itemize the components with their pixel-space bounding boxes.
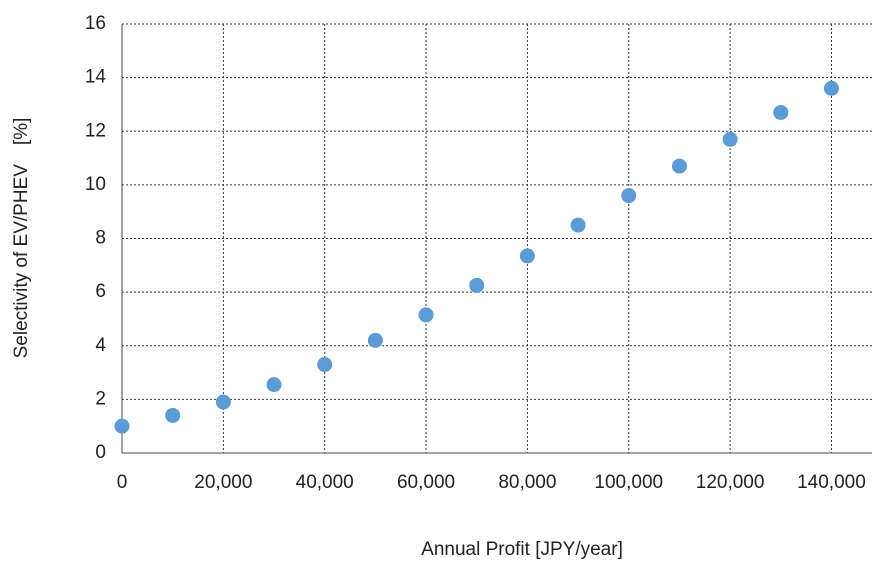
point xyxy=(469,278,484,293)
y-tick-label: 4 xyxy=(95,335,106,356)
y-tick-label: 0 xyxy=(95,442,106,463)
x-axis-label: Annual Profit [JPY/year] xyxy=(421,539,623,560)
x-tick-label: 20,000 xyxy=(194,472,252,493)
x-tick-label: 60,000 xyxy=(397,472,455,493)
point xyxy=(267,377,282,392)
x-tick-label: 140,000 xyxy=(797,472,866,493)
point xyxy=(165,408,180,423)
y-tick-label: 16 xyxy=(85,13,106,34)
x-tick-label: 120,000 xyxy=(696,472,765,493)
x-tick-label: 40,000 xyxy=(296,472,354,493)
y-tick-label: 14 xyxy=(85,67,107,88)
point xyxy=(115,419,130,434)
point xyxy=(520,248,535,263)
point xyxy=(621,188,636,203)
x-tick-label: 0 xyxy=(117,472,128,493)
y-axis-label: Selectivity of EV/PHEV [%] xyxy=(11,118,32,359)
point xyxy=(419,307,434,322)
point xyxy=(723,132,738,147)
point xyxy=(571,218,586,233)
point xyxy=(773,105,788,120)
y-tick-label: 2 xyxy=(95,388,106,409)
point xyxy=(672,159,687,174)
point xyxy=(368,333,383,348)
x-tick-label: 100,000 xyxy=(594,472,663,493)
y-tick-label: 10 xyxy=(85,174,106,195)
point xyxy=(216,395,231,410)
point xyxy=(824,81,839,96)
y-tick-label: 8 xyxy=(95,228,106,249)
chart: Annual Profit [JPY/year] Selectivity of … xyxy=(0,0,876,563)
x-tick-label: 80,000 xyxy=(498,472,556,493)
y-tick-label: 6 xyxy=(95,281,106,302)
point xyxy=(317,357,332,372)
y-tick-label: 12 xyxy=(85,120,106,141)
